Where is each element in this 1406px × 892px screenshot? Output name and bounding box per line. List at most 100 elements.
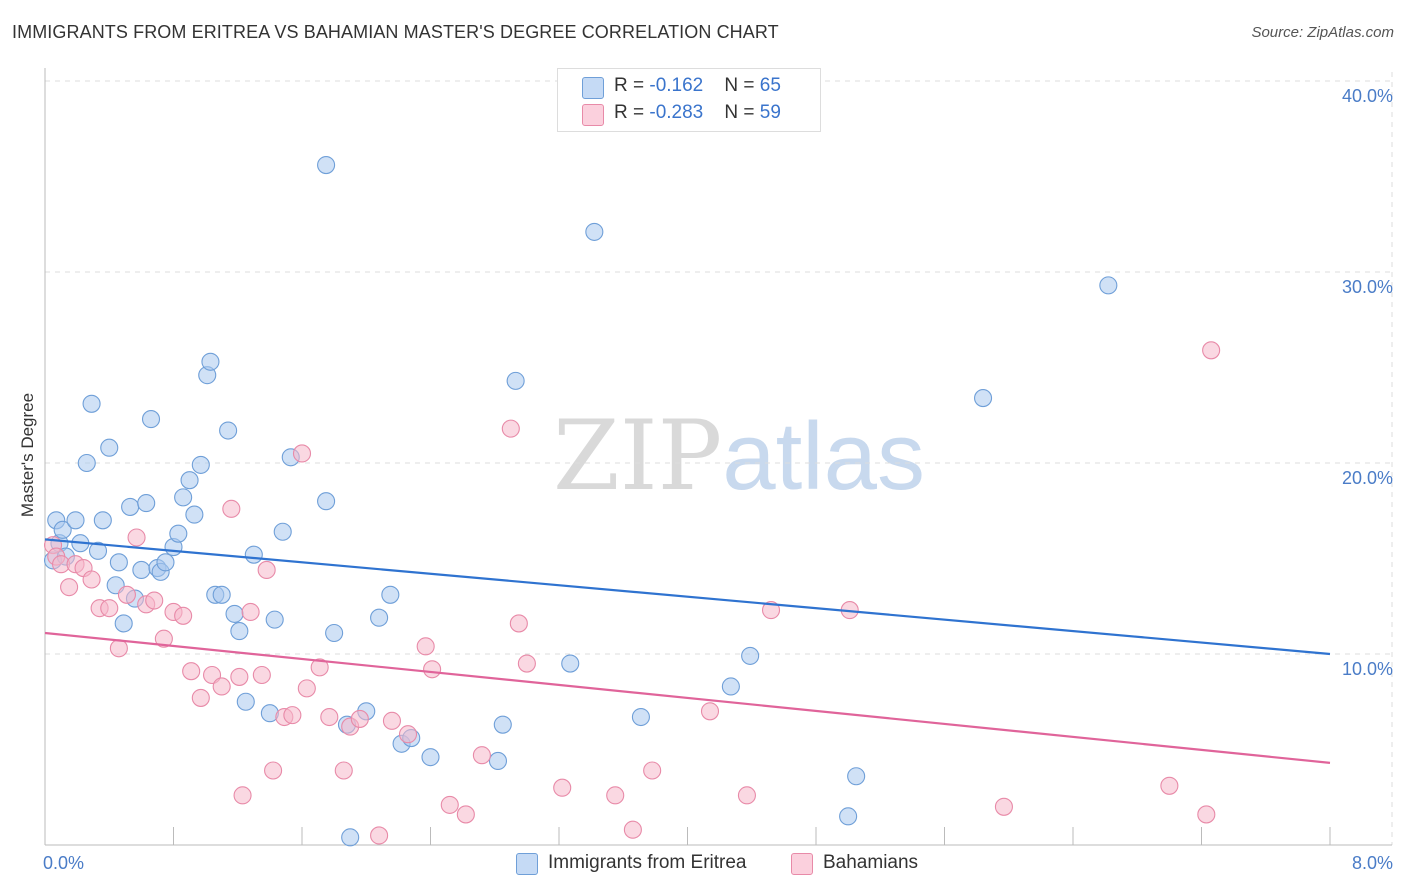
point-bahamians: [230, 667, 249, 686]
r-value: -0.162: [649, 75, 704, 96]
point-eritrea: [244, 545, 263, 564]
y-tick-label: 40.0%: [1342, 86, 1393, 106]
point-eritrea: [225, 604, 244, 623]
point-eritrea: [561, 654, 580, 673]
point-eritrea: [132, 560, 151, 580]
point-bahamians: [320, 707, 339, 727]
point-bahamians: [440, 795, 459, 814]
point-eritrea: [265, 610, 284, 629]
point-bahamians: [297, 679, 316, 698]
point-eritrea: [66, 511, 85, 530]
point-bahamians: [623, 820, 642, 839]
point-eritrea: [88, 541, 108, 560]
point-bahamians: [994, 797, 1013, 816]
point-bahamians: [606, 786, 625, 805]
trend-line-bahamians: [44, 631, 1331, 764]
legend-swatch-blue: [516, 853, 538, 875]
point-bahamians: [60, 578, 79, 597]
point-bahamians: [109, 639, 128, 658]
point-eritrea: [109, 553, 128, 572]
point-eritrea: [847, 767, 866, 786]
y-tick-label: 10.0%: [1342, 659, 1393, 679]
point-eritrea: [273, 522, 292, 541]
point-bahamians: [117, 585, 136, 604]
series-legend: Immigrants from Eritrea Bahamians: [0, 852, 1406, 878]
point-eritrea: [236, 692, 255, 711]
trend-lines: [44, 538, 1331, 764]
legend-text-eritrea: R = -0.162 N = 65: [614, 75, 781, 97]
n-label: N =: [724, 75, 760, 96]
point-bahamians: [174, 606, 193, 625]
point-eritrea: [201, 352, 220, 371]
point-eritrea: [721, 677, 740, 696]
point-bahamians: [241, 602, 260, 622]
point-bahamians: [398, 725, 418, 744]
watermark-zip: ZIP: [553, 400, 723, 512]
point-bahamians: [350, 709, 369, 728]
point-bahamians: [456, 805, 475, 824]
point-bahamians: [761, 601, 781, 620]
point-bahamians: [252, 665, 271, 685]
chart-title: IMMIGRANTS FROM ERITREA VS BAHAMIAN MAST…: [12, 22, 779, 42]
point-eritrea: [185, 505, 204, 524]
point-eritrea: [973, 389, 993, 408]
legend-text-bahamians: R = -0.283 N = 59: [614, 102, 781, 124]
point-eritrea: [493, 715, 512, 734]
point-eritrea: [631, 707, 650, 727]
point-bahamians: [737, 786, 756, 805]
tick-labels: 10.0% 20.0% 30.0% 40.0% 0.0% 8.0%: [43, 86, 1393, 873]
point-eritrea: [114, 614, 133, 633]
n-label: N =: [724, 102, 760, 123]
point-eritrea: [121, 497, 140, 516]
watermark: ZIPatlas: [553, 400, 925, 512]
r-value: -0.283: [649, 102, 704, 123]
point-bahamians: [222, 499, 241, 518]
point-eritrea: [191, 455, 210, 474]
point-bahamians: [472, 746, 491, 765]
point-bahamians: [182, 662, 201, 681]
point-bahamians: [264, 761, 283, 780]
point-bahamians: [154, 629, 173, 648]
point-bahamians: [553, 778, 572, 797]
correlation-legend: R = -0.162 N = 65 R = -0.283 N = 59: [557, 68, 821, 132]
n-value: 65: [759, 75, 781, 96]
point-bahamians: [643, 761, 662, 780]
point-eritrea: [421, 748, 440, 767]
point-bahamians: [292, 444, 312, 463]
point-bahamians: [501, 419, 520, 438]
point-bahamians: [257, 560, 276, 580]
point-eritrea: [77, 453, 96, 473]
point-bahamians: [283, 706, 302, 725]
point-bahamians: [100, 599, 119, 618]
point-eritrea: [585, 222, 604, 241]
point-eritrea: [230, 622, 249, 641]
point-bahamians: [700, 702, 720, 721]
legend-swatch-blue: [582, 77, 604, 99]
trend-line-eritrea: [44, 538, 1331, 656]
point-bahamians: [233, 786, 252, 805]
point-eritrea: [141, 410, 161, 429]
point-eritrea: [741, 646, 760, 665]
y-tick-label: 20.0%: [1342, 468, 1393, 488]
point-bahamians: [416, 637, 435, 656]
point-eritrea: [370, 608, 389, 627]
axes: [44, 68, 1392, 846]
point-bahamians: [334, 761, 353, 780]
point-eritrea: [317, 492, 336, 511]
point-bahamians: [127, 528, 146, 547]
point-bahamians: [370, 826, 389, 845]
point-eritrea: [839, 807, 858, 826]
source-note: Source: ZipAtlas.com: [1251, 24, 1394, 41]
point-eritrea: [100, 438, 119, 457]
watermark-atlas: atlas: [722, 403, 925, 510]
series-eritrea-points: [43, 155, 1118, 847]
y-tick-label: 30.0%: [1342, 277, 1393, 297]
point-eritrea: [169, 524, 188, 543]
point-eritrea: [82, 394, 101, 413]
series-bahamians-points: [43, 341, 1221, 845]
legend-label-eritrea: Immigrants from Eritrea: [548, 852, 747, 873]
n-value: 59: [759, 102, 781, 123]
point-eritrea: [212, 585, 231, 604]
point-bahamians: [382, 711, 402, 730]
